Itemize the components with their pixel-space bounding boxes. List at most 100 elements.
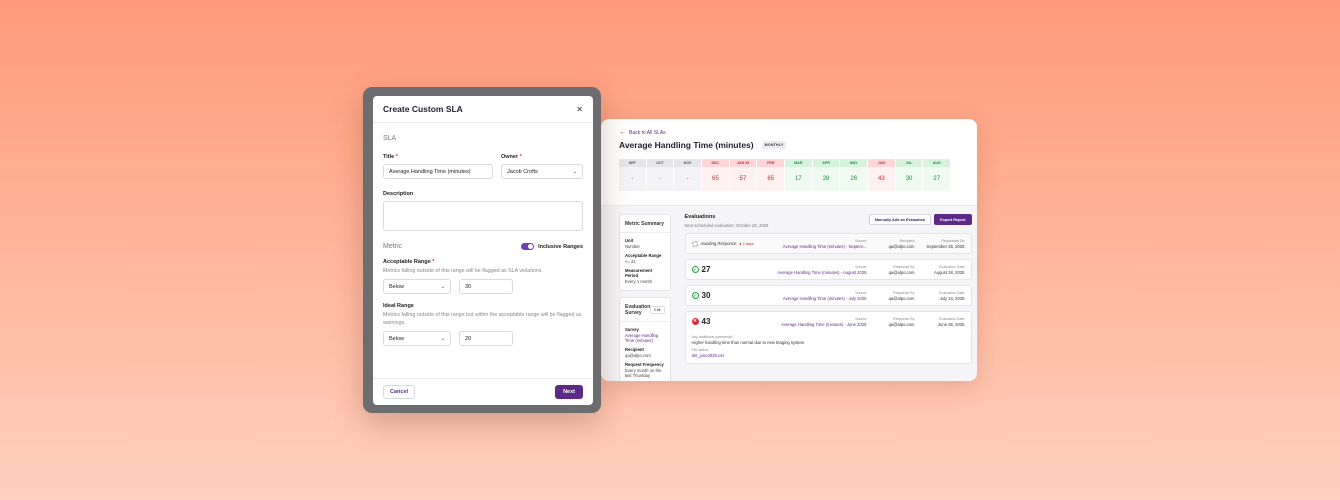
evaluation-row[interactable]: ✕ 43 Source Average Handling Time (minutes)…: [684, 311, 972, 332]
month-value: 26: [840, 167, 868, 191]
overdue-badge: ● 2 days: [739, 241, 754, 246]
evaluation-row[interactable]: ✓ 30 Source Average Handling Time (minutes)…: [684, 285, 972, 306]
owner-value: Jacob Crofts: [507, 168, 538, 175]
check-circle-icon: ✓: [691, 266, 699, 273]
metric-summary-title: Metric Summary: [620, 215, 670, 233]
month-label: JUN: [868, 159, 895, 167]
inclusive-ranges-toggle[interactable]: [521, 243, 535, 250]
response-by-label: Response By: [893, 264, 915, 269]
evaluation-date: July 24, 2025: [939, 295, 965, 301]
evaluation-survey-card: Evaluation Survey Edit Survey Average Ha…: [619, 297, 671, 381]
file-label: File added: [691, 348, 709, 352]
month-label: JAN 25: [729, 159, 757, 167]
month-value: 57: [729, 167, 757, 191]
month-label: OCT: [646, 159, 674, 167]
owner-select[interactable]: Jacob Crofts ⌄: [501, 164, 583, 179]
sla-title: Average Handling Time (minutes): [619, 140, 754, 150]
month-cell: OCT -: [646, 159, 675, 191]
survey-link[interactable]: Average Handling Time (minutes): [625, 333, 659, 343]
ideal-operator-select[interactable]: Below ⌄: [383, 331, 451, 346]
month-label: MAY: [840, 159, 868, 167]
summary-sidebar: Metric Summary Unit Number Acceptable Ra…: [601, 206, 677, 381]
month-cell: MAR 17: [785, 159, 813, 191]
source-link[interactable]: Average Handling Time (minutes) - June 2…: [781, 321, 867, 327]
response-by-value: qa@alpo.com: [888, 295, 915, 301]
evaluation-date-label: Evaluation Date: [939, 264, 965, 269]
acceptable-range-help: Metrics falling outside of this range wi…: [383, 268, 543, 274]
x-circle-icon: ✕: [691, 318, 699, 325]
file-link[interactable]: aht_june2025.csv: [691, 353, 725, 358]
comments-value: Higher handling time than normal due to …: [691, 340, 805, 345]
sla-detail-card: ← Back to All SLAs Average Handling Time…: [601, 119, 977, 381]
close-icon[interactable]: ✕: [576, 104, 583, 114]
evaluation-date-label: Evaluation Date: [939, 316, 965, 321]
month-value: 27: [923, 167, 951, 191]
month-cell: APR 28: [812, 159, 841, 191]
request-frequency-label: Request Frequency: [625, 362, 664, 367]
month-value: -: [646, 167, 674, 191]
comments-label: Any additional comments?: [691, 335, 734, 339]
acceptable-operator-value: Below: [389, 283, 404, 290]
source-link[interactable]: Average Handling Time (minutes) - Septem…: [782, 243, 867, 249]
evaluations-panel: Evaluations Next scheduled evaluation: O…: [677, 206, 978, 381]
month-cell: MAY 26: [840, 159, 869, 191]
description-textarea[interactable]: [383, 201, 583, 231]
unit-label: Unit: [625, 238, 634, 243]
export-report-button[interactable]: Export Report: [934, 214, 972, 225]
response-by-label: Response By: [893, 316, 915, 321]
month-value: 30: [895, 167, 923, 191]
next-button[interactable]: Next: [555, 385, 583, 399]
title-field-label: Title *: [383, 154, 398, 160]
frequency-badge: MONTHLY: [761, 141, 787, 149]
next-scheduled-text: Next scheduled evaluation: October 28, 2…: [684, 223, 769, 228]
source-label: Source: [855, 264, 867, 269]
month-cell: FEB 65: [757, 159, 786, 191]
back-link[interactable]: ← Back to All SLAs: [619, 129, 959, 136]
month-cell: NOV -: [674, 159, 703, 191]
ideal-value-input[interactable]: 20: [459, 331, 513, 346]
evaluation-row[interactable]: ✓ 27 Source Average Handling Time (minutes)…: [684, 259, 972, 280]
month-label: SEP: [619, 159, 646, 167]
title-input[interactable]: Average Handling Time (minutes): [383, 164, 493, 179]
chevron-down-icon: ⌄: [440, 335, 445, 342]
section-sla-label: SLA: [383, 135, 397, 142]
measurement-period-label: Measurement Period: [625, 268, 652, 278]
ideal-operator-value: Below: [389, 335, 404, 342]
manual-evaluation-button[interactable]: Manually Add an Evaluation: [868, 214, 932, 225]
source-link[interactable]: Average Handling Time (minutes) - July 2…: [782, 295, 867, 301]
survey-label: Survey: [625, 327, 639, 332]
recipient-value: qa@alpo.com: [888, 243, 915, 249]
acceptable-range-label: Acceptable Range *: [383, 259, 435, 265]
month-label: NOV: [674, 159, 702, 167]
section-metric-label: Metric: [383, 243, 403, 250]
month-value: 65: [757, 167, 785, 191]
month-label: MAR: [785, 159, 812, 167]
recipient-label: Recipient: [899, 238, 915, 243]
month-label: DEC: [702, 159, 729, 167]
evaluation-survey-title: Evaluation Survey Edit: [620, 298, 670, 322]
month-value: -: [619, 167, 646, 191]
response-by-label: Response By: [893, 290, 915, 295]
metric-summary-card: Metric Summary Unit Number Acceptable Ra…: [619, 214, 671, 291]
edit-survey-button[interactable]: Edit: [650, 306, 665, 314]
arrow-left-icon: ←: [619, 129, 626, 136]
acceptable-value-input[interactable]: 30: [459, 279, 513, 294]
request-frequency-value: Every month on the last Thursday: [625, 368, 662, 378]
month-cell: DEC 65: [702, 159, 730, 191]
source-link[interactable]: Average Handling Time (minutes) - August…: [777, 269, 867, 275]
month-cell: SEP -: [619, 159, 647, 191]
pending-evaluation-row[interactable]: Awaiting Response ● 2 days Source Average…: [684, 233, 972, 254]
acceptable-range-value: <= 31: [625, 259, 636, 264]
source-label: Source: [855, 238, 867, 243]
source-label: Source: [855, 290, 867, 295]
cancel-button[interactable]: Cancel: [383, 385, 416, 399]
evaluation-value: 27: [701, 265, 711, 274]
acceptable-operator-select[interactable]: Below ⌄: [383, 279, 451, 294]
evaluation-date: June 26, 2025: [937, 321, 965, 327]
acceptable-range-label: Acceptable Range: [625, 253, 662, 258]
month-cell: AUG 27: [923, 159, 952, 191]
evaluations-title: Evaluations: [684, 214, 716, 220]
evaluation-value: 30: [701, 291, 711, 300]
recipient-label: Recipient: [625, 347, 644, 352]
awaiting-status: Awaiting Response: [700, 241, 737, 246]
